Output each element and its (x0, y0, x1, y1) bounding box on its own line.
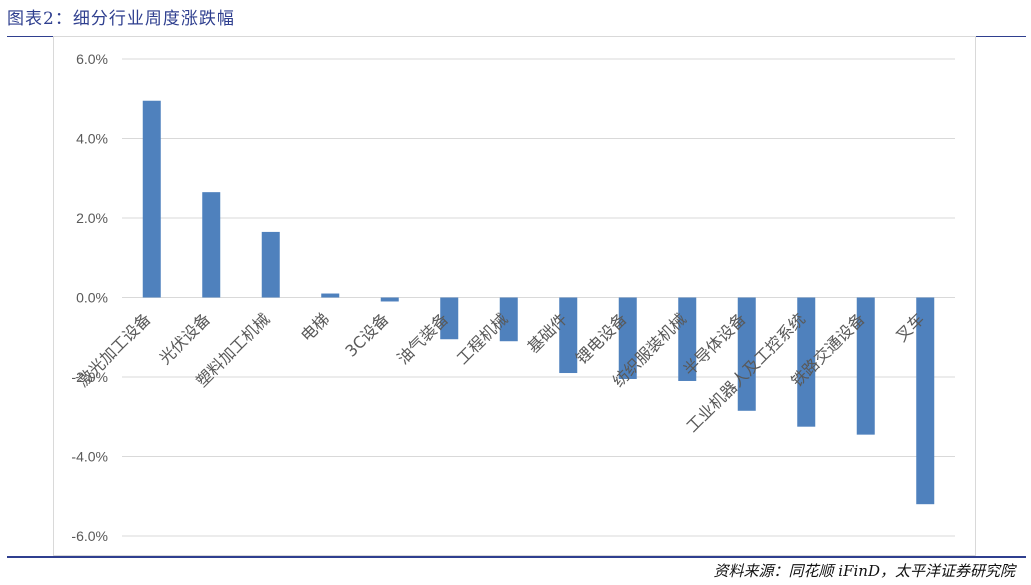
y-tick-label: -4.0% (71, 449, 108, 465)
bar (499, 297, 518, 342)
category-label: 光伏设备 (155, 309, 214, 368)
y-tick-label: 0.0% (76, 290, 108, 306)
bar (142, 100, 161, 298)
bar (440, 297, 459, 340)
category-label: 电梯 (297, 309, 333, 345)
y-tick-label: 4.0% (76, 131, 108, 147)
bar (678, 297, 697, 381)
y-tick-label: -6.0% (71, 528, 108, 544)
bar (618, 297, 637, 379)
bar (202, 192, 221, 298)
y-tick-label: 2.0% (76, 210, 108, 226)
y-axis-ticks: 6.0% 4.0% 2.0% 0.0% -2.0% -4.0% -6.0% (71, 51, 108, 544)
bar (916, 297, 935, 505)
title-rule-right (976, 36, 1026, 37)
source-note: 资料来源：同花顺 iFinD，太平洋证券研究院 (713, 562, 1015, 580)
bar (321, 293, 340, 298)
title-rule-left (7, 36, 53, 37)
y-tick-label: 6.0% (76, 51, 108, 67)
chart-frame (53, 36, 976, 556)
bar (559, 297, 578, 374)
gridlines (122, 58, 955, 537)
category-label: 3C设备 (341, 309, 392, 360)
bar (261, 231, 280, 298)
bar (856, 297, 875, 435)
bars (142, 100, 935, 505)
bar (737, 297, 756, 411)
chart-title: 图表2：细分行业周度涨跌幅 (7, 9, 235, 29)
category-label: 激光加工设备 (73, 309, 154, 390)
footer-rule (7, 556, 1026, 558)
bar (797, 297, 816, 427)
y-tick-label: -2.0% (71, 369, 108, 385)
bar (380, 297, 399, 302)
